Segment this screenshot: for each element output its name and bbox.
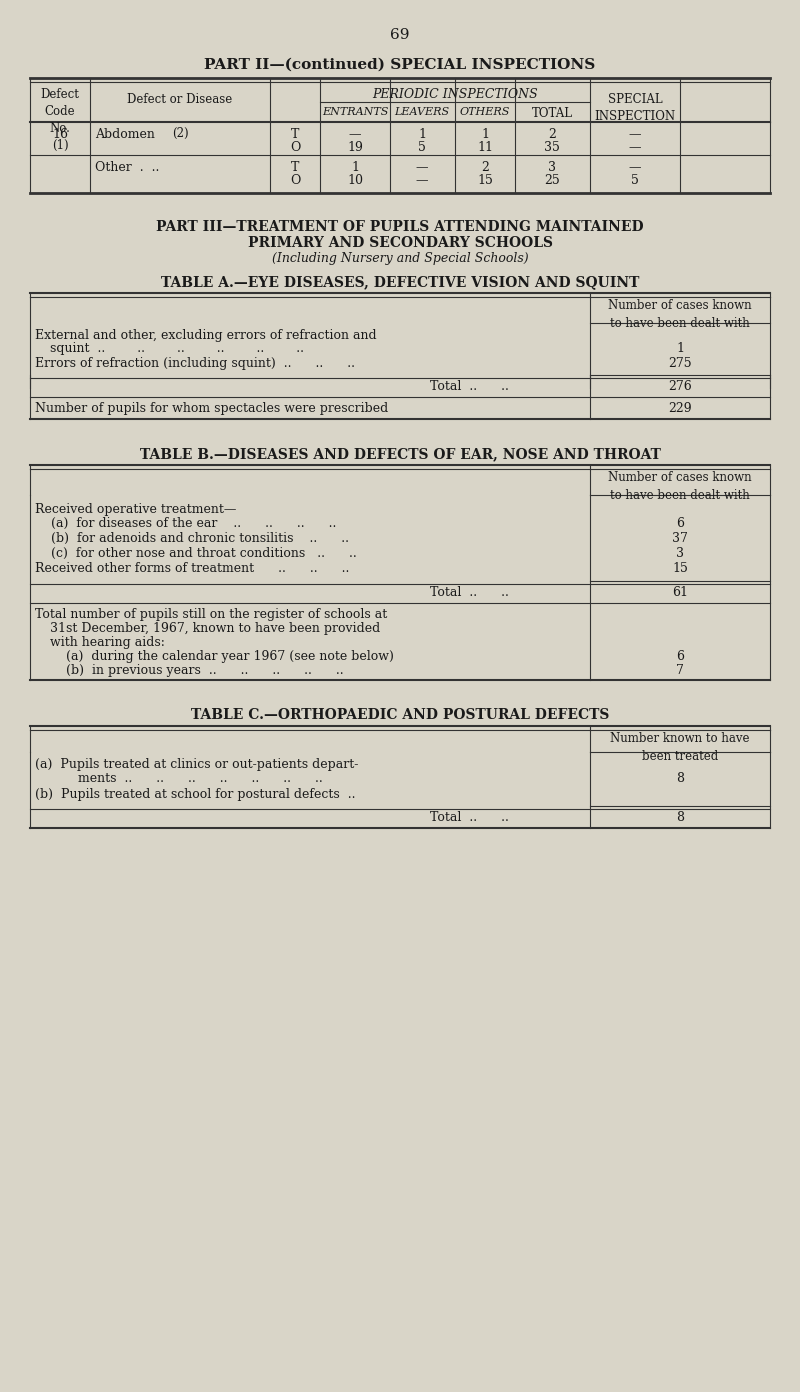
Text: 5: 5	[418, 141, 426, 155]
Text: Total  ..      ..: Total .. ..	[430, 586, 509, 599]
Text: Total  ..      ..: Total .. ..	[430, 380, 509, 393]
Text: —: —	[629, 141, 642, 155]
Text: squint  ..        ..        ..        ..        ..        ..: squint .. .. .. .. .. ..	[50, 342, 304, 355]
Text: 11: 11	[477, 141, 493, 155]
Text: 6: 6	[676, 650, 684, 663]
Text: TABLE C.—ORTHOPAEDIC AND POSTURAL DEFECTS: TABLE C.—ORTHOPAEDIC AND POSTURAL DEFECT…	[191, 709, 609, 722]
Text: OTHERS: OTHERS	[460, 107, 510, 117]
Text: Abdomen: Abdomen	[95, 128, 155, 141]
Text: TABLE A.—EYE DISEASES, DEFECTIVE VISION AND SQUINT: TABLE A.—EYE DISEASES, DEFECTIVE VISION …	[161, 276, 639, 290]
Text: with hearing aids:: with hearing aids:	[50, 636, 165, 649]
Text: 15: 15	[672, 562, 688, 575]
Text: 10: 10	[347, 174, 363, 187]
Text: (c)  for other nose and throat conditions   ..      ..: (c) for other nose and throat conditions…	[35, 547, 357, 560]
Text: Errors of refraction (including squint)  ..      ..      ..: Errors of refraction (including squint) …	[35, 356, 355, 370]
Text: (b)  for adenoids and chronic tonsilitis    ..      ..: (b) for adenoids and chronic tonsilitis …	[35, 532, 349, 546]
Text: 6: 6	[676, 516, 684, 530]
Text: 16: 16	[52, 128, 68, 141]
Text: 1: 1	[418, 128, 426, 141]
Text: LEAVERS: LEAVERS	[394, 107, 450, 117]
Text: PRIMARY AND SECONDARY SCHOOLS: PRIMARY AND SECONDARY SCHOOLS	[247, 237, 553, 251]
Text: 2: 2	[548, 128, 556, 141]
Text: 1: 1	[351, 161, 359, 174]
Text: PERIODIC INSPECTIONS: PERIODIC INSPECTIONS	[372, 88, 538, 102]
Text: Received other forms of treatment      ..      ..      ..: Received other forms of treatment .. .. …	[35, 562, 350, 575]
Text: 1: 1	[481, 128, 489, 141]
Text: Received operative treatment—: Received operative treatment—	[35, 503, 236, 516]
Text: (Including Nursery and Special Schools): (Including Nursery and Special Schools)	[272, 252, 528, 264]
Text: O: O	[290, 174, 300, 187]
Text: 3: 3	[548, 161, 556, 174]
Text: 35: 35	[544, 141, 560, 155]
Text: TOTAL: TOTAL	[531, 107, 573, 120]
Text: (b)  in previous years  ..      ..      ..      ..      ..: (b) in previous years .. .. .. .. ..	[50, 664, 344, 677]
Text: 69: 69	[390, 28, 410, 42]
Text: 15: 15	[477, 174, 493, 187]
Text: 5: 5	[631, 174, 639, 187]
Text: 37: 37	[672, 532, 688, 546]
Text: T: T	[291, 128, 299, 141]
Text: O: O	[290, 141, 300, 155]
Text: T: T	[291, 161, 299, 174]
Text: —: —	[629, 128, 642, 141]
Text: 275: 275	[668, 356, 692, 370]
Text: Total number of pupils still on the register of schools at: Total number of pupils still on the regi…	[35, 608, 387, 621]
Text: PART III—TREATMENT OF PUPILS ATTENDING MAINTAINED: PART III—TREATMENT OF PUPILS ATTENDING M…	[156, 220, 644, 234]
Text: 3: 3	[676, 547, 684, 560]
Text: 61: 61	[672, 586, 688, 599]
Text: 229: 229	[668, 402, 692, 415]
Text: —: —	[416, 174, 428, 187]
Text: ments  ..      ..      ..      ..      ..      ..      ..: ments .. .. .. .. .. .. ..	[50, 773, 322, 785]
Text: External and other, excluding errors of refraction and: External and other, excluding errors of …	[35, 329, 377, 342]
Text: Total  ..      ..: Total .. ..	[430, 812, 509, 824]
Text: Number of pupils for whom spectacles were prescribed: Number of pupils for whom spectacles wer…	[35, 402, 388, 415]
Text: —: —	[629, 161, 642, 174]
Text: 8: 8	[676, 773, 684, 785]
Text: —: —	[416, 161, 428, 174]
Text: 2: 2	[481, 161, 489, 174]
Text: 7: 7	[676, 664, 684, 677]
Text: TABLE B.—DISEASES AND DEFECTS OF EAR, NOSE AND THROAT: TABLE B.—DISEASES AND DEFECTS OF EAR, NO…	[139, 447, 661, 461]
Text: Defect
Code
No.
(1): Defect Code No. (1)	[41, 88, 79, 152]
Text: 25: 25	[544, 174, 560, 187]
Text: Number known to have
been treated: Number known to have been treated	[610, 732, 750, 763]
Text: (b)  Pupils treated at school for postural defects  ..: (b) Pupils treated at school for postura…	[35, 788, 355, 800]
Text: ENTRANTS: ENTRANTS	[322, 107, 388, 117]
Text: 8: 8	[676, 812, 684, 824]
Text: (a)  during the calendar year 1967 (see note below): (a) during the calendar year 1967 (see n…	[50, 650, 394, 663]
Text: Other  .  ..: Other . ..	[95, 161, 159, 174]
Text: Number of cases known
to have been dealt with: Number of cases known to have been dealt…	[608, 470, 752, 503]
Text: Number of cases known
to have been dealt with: Number of cases known to have been dealt…	[608, 299, 752, 330]
Text: —: —	[349, 128, 362, 141]
Text: 276: 276	[668, 380, 692, 393]
Text: 19: 19	[347, 141, 363, 155]
Text: Defect or Disease

(2): Defect or Disease (2)	[127, 93, 233, 141]
Text: 1: 1	[676, 342, 684, 355]
Text: PART II—(continued) SPECIAL INSPECTIONS: PART II—(continued) SPECIAL INSPECTIONS	[204, 58, 596, 72]
Text: (a)  Pupils treated at clinics or out-patients depart-: (a) Pupils treated at clinics or out-pat…	[35, 759, 358, 771]
Text: (a)  for diseases of the ear    ..      ..      ..      ..: (a) for diseases of the ear .. .. .. ..	[35, 516, 336, 530]
Text: 31st December, 1967, known to have been provided: 31st December, 1967, known to have been …	[50, 622, 380, 635]
Text: SPECIAL
INSPECTION: SPECIAL INSPECTION	[594, 93, 675, 122]
